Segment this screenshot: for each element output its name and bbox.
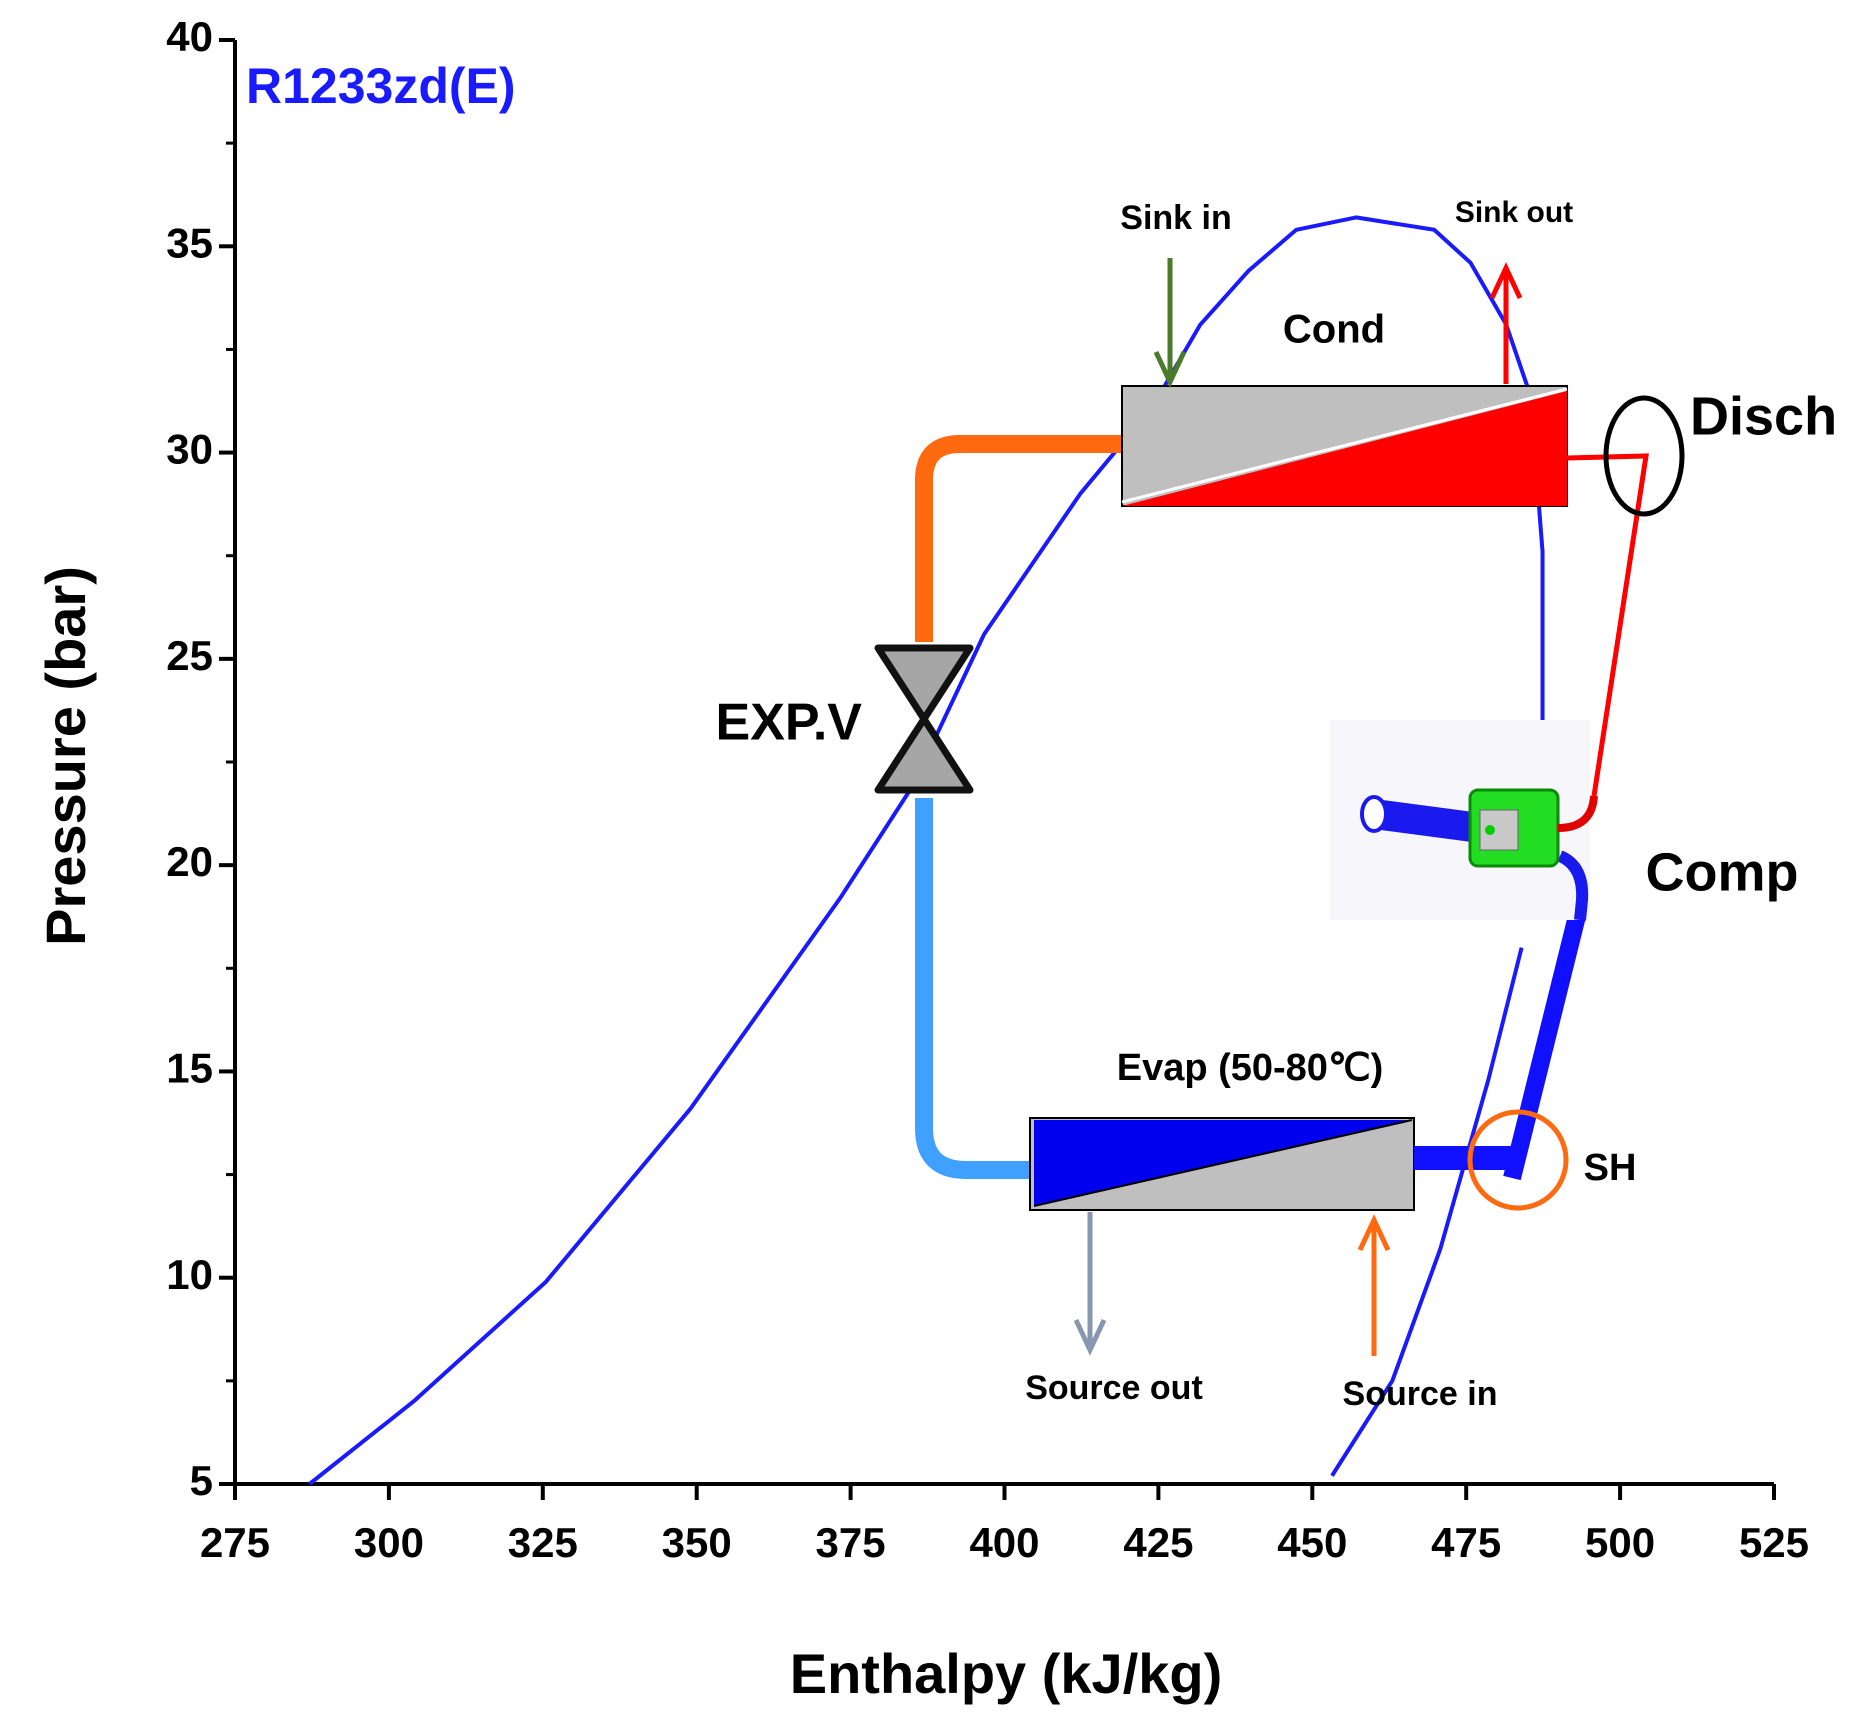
x-axis-title: Enthalpy (kJ/kg) [790, 1642, 1223, 1705]
annotation: Comp [1646, 842, 1799, 902]
y-tick-label: 25 [166, 632, 213, 679]
x-tick-label: 400 [969, 1519, 1039, 1566]
annotation: Source out [1025, 1369, 1203, 1407]
page: 5 10 15 20 25 30 35 40 275 300 325 350 375 400 425 450 4… [0, 0, 1875, 1712]
two-phase-pipe [924, 798, 1030, 1170]
suction-pipe [1414, 1146, 1512, 1170]
compressor-pin [1485, 825, 1495, 835]
source-in-arrow [1360, 1220, 1388, 1356]
y-tick-label: 20 [166, 838, 213, 885]
x-tick-label: 475 [1431, 1519, 1501, 1566]
sink-in-arrow [1156, 258, 1184, 382]
source-out-arrow [1076, 1212, 1104, 1350]
x-tick-label: 500 [1585, 1519, 1655, 1566]
annotation: Sink out [1455, 196, 1573, 229]
expansion-valve [878, 648, 970, 790]
x-tick-label: 275 [200, 1519, 270, 1566]
annotations: Sink in Sink out Cond Disch EXP.V Comp E… [716, 196, 1838, 1413]
x-tick-label: 450 [1277, 1519, 1347, 1566]
y-tick-label: 40 [166, 13, 213, 60]
y-axis-title: Pressure (bar) [34, 566, 97, 946]
y-tick-label: 5 [190, 1457, 213, 1504]
y-tick-label: 15 [166, 1045, 213, 1092]
x-tick-label: 375 [816, 1519, 886, 1566]
y-tick-label: 30 [166, 426, 213, 473]
series-label: R1233zd(E) [246, 58, 516, 114]
x-tick-label: 425 [1123, 1519, 1193, 1566]
cycle-schematic [878, 258, 1682, 1356]
annotation: Disch [1690, 386, 1837, 446]
y-tick-label: 10 [166, 1251, 213, 1298]
x-tick-label: 300 [354, 1519, 424, 1566]
annotation: EXP.V [716, 694, 863, 752]
chart: 5 10 15 20 25 30 35 40 275 300 325 350 375 400 425 450 4… [0, 0, 1875, 1712]
compressor-inlet-end [1362, 797, 1386, 831]
x-tick-label: 525 [1739, 1519, 1809, 1566]
x-tick-label: 325 [508, 1519, 578, 1566]
annotation: SH [1584, 1147, 1637, 1189]
liquid-pipe [924, 444, 1122, 642]
annotation: Sink in [1120, 199, 1231, 237]
sink-out-arrow [1492, 268, 1520, 384]
x-tick-label: 350 [662, 1519, 732, 1566]
annotation: Source in [1343, 1375, 1498, 1413]
compressor-inlet [1374, 814, 1480, 828]
y-tick-label: 35 [166, 219, 213, 266]
annotation: Cond [1283, 308, 1385, 352]
annotation: Evap (50-80℃) [1117, 1047, 1384, 1089]
